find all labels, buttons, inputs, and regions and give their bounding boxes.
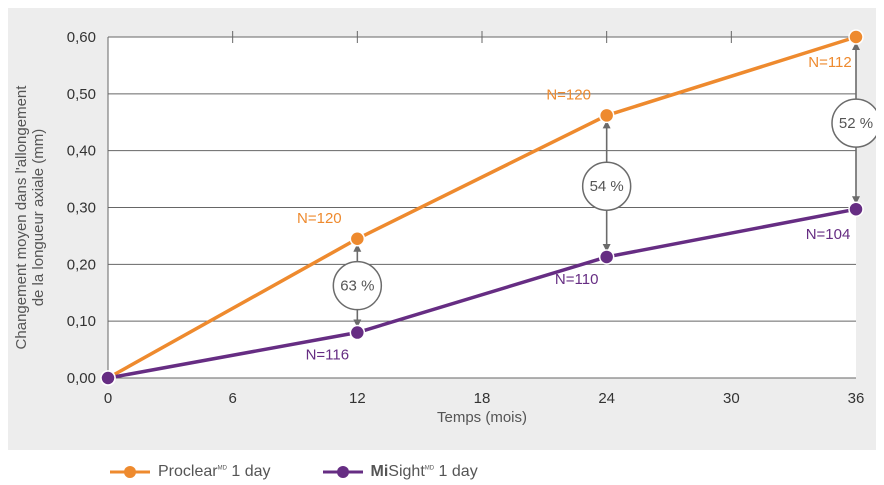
point-label-series-1: N=116 xyxy=(306,347,350,364)
legend-swatch-misight xyxy=(322,466,363,478)
chart-panel: 0,00 0,10 0,20 0,30 0,40 0,50 0,60 0 6 12 18 24 30 36… xyxy=(8,8,876,450)
x-tick-label: 30 xyxy=(723,390,740,407)
y-tick-label: 0,00 xyxy=(67,370,96,387)
series-line-1 xyxy=(107,207,857,380)
series-line-0 xyxy=(107,35,857,380)
y-axis-title-line: de la longueur axiale (mm) xyxy=(30,129,47,307)
y-axis-title: Changement moyen dans l'allongementde la… xyxy=(13,85,47,350)
data-point-series-1 xyxy=(848,201,864,217)
legend: ProclearMD 1 day MiSightMD 1 day xyxy=(110,460,530,484)
x-tick-label: 18 xyxy=(474,390,491,407)
legend-label-proclear: ProclearMD 1 day xyxy=(158,463,271,480)
x-tick-label: 24 xyxy=(598,390,615,407)
annotation-circle xyxy=(831,98,876,148)
y-tick-label: 0,10 xyxy=(67,313,96,330)
annotation-circle xyxy=(332,260,383,311)
point-label-series-0: N=120 xyxy=(297,210,342,227)
x-tick-label: 0 xyxy=(104,390,112,407)
data-point-series-0 xyxy=(598,107,615,124)
x-tick-label: 12 xyxy=(349,390,366,407)
legend-item-misight: MiSightMD 1 day xyxy=(322,463,478,481)
x-tick-label: 36 xyxy=(848,390,865,407)
point-label-series-1: N=104 xyxy=(806,226,851,243)
x-axis-title: Temps (mois) xyxy=(437,409,527,426)
data-point-series-0 xyxy=(848,29,864,45)
y-tick-label: 0,50 xyxy=(67,86,96,103)
data-point-series-1 xyxy=(100,370,116,386)
line-chart: 0,00 0,10 0,20 0,30 0,40 0,50 0,60 0 6 12 18 24 30 36… xyxy=(8,8,876,450)
y-tick-label: 0,30 xyxy=(67,200,96,217)
data-point-series-0 xyxy=(349,231,366,247)
annotation-label: 52 % xyxy=(839,115,873,132)
legend-label-misight: MiSightMD 1 day xyxy=(370,463,478,480)
point-label-series-1: N=110 xyxy=(555,271,599,288)
x-tick-label: 6 xyxy=(228,390,236,407)
point-label-series-0: N=112 xyxy=(808,54,852,71)
point-label-series-0: N=120 xyxy=(546,86,591,103)
legend-swatch-proclear xyxy=(110,466,150,478)
data-point-series-1 xyxy=(598,249,615,265)
y-tick-label: 0,60 xyxy=(67,29,96,46)
annotation-circle xyxy=(581,161,632,211)
data-point-series-1 xyxy=(349,324,366,341)
annotation-label: 63 % xyxy=(340,278,374,295)
y-axis-title-line: Changement moyen dans l'allongement xyxy=(13,85,30,350)
y-tick-label: 0,40 xyxy=(67,143,96,160)
legend-item-proclear: ProclearMD 1 day xyxy=(110,463,271,481)
y-tick-label: 0,20 xyxy=(67,256,96,273)
annotation-label: 54 % xyxy=(590,178,624,195)
